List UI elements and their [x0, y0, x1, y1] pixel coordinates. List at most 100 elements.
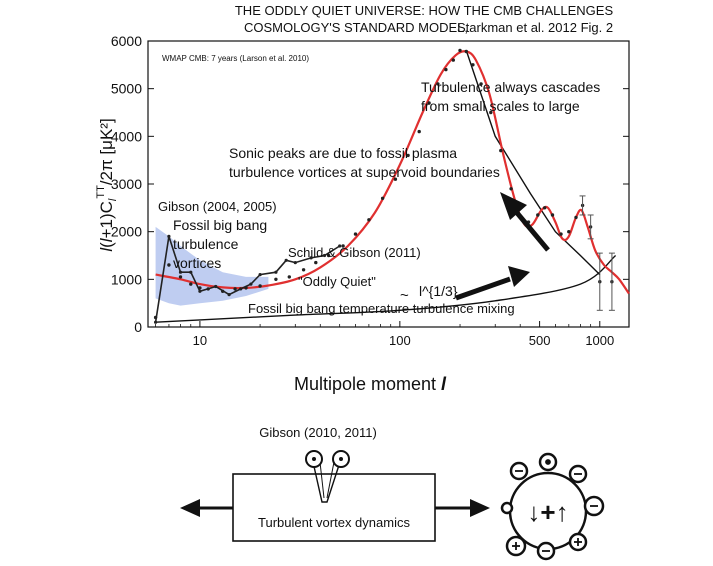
data-point	[489, 110, 493, 115]
y-tick-label: 2000	[111, 224, 142, 240]
y-tick-label: 4000	[111, 128, 142, 144]
vortex-v-shape	[312, 461, 341, 503]
cosmic-variance-band	[155, 226, 269, 306]
annotation-turbulence-2: from small scales to large	[421, 98, 580, 114]
data-point	[436, 82, 440, 86]
arrow-right-head	[470, 499, 490, 517]
annotation-sonic-1: Sonic peaks are due to fossil plasma	[229, 145, 457, 161]
annotation-fossil-3: vortices	[173, 255, 221, 271]
annotation-turbulence-1: Turbulence always cascades	[421, 79, 600, 95]
gibson-point	[154, 320, 158, 324]
small-circle-right-dot	[339, 457, 343, 461]
arrow-turbulence-head	[500, 192, 527, 220]
scaling-exponent: l^{1/3}	[419, 283, 458, 299]
model-curve	[155, 50, 630, 295]
annotation-sonic-2: turbulence vortices at supervoid boundar…	[229, 164, 500, 180]
annotation-fossil-1: Fossil big bang	[173, 217, 267, 233]
data-point	[464, 49, 468, 54]
axis-ticks: 10 100 500 1000 0 1000 2000 3000 4000 5000 6000	[111, 33, 629, 348]
gibson-point	[284, 258, 288, 262]
annotation-fossil-2: turbulence	[173, 236, 239, 252]
gibson-trace-points	[154, 234, 342, 324]
y-tick-label: 1000	[111, 271, 142, 287]
data-point	[451, 58, 455, 62]
data-point	[559, 232, 563, 236]
data-point	[458, 48, 462, 53]
big-circle-symbols: ↓+↑	[527, 497, 568, 527]
x-tick-label: 10	[193, 333, 207, 348]
mixing-line	[155, 254, 617, 323]
y-axis-label: l(l+1)ClTT/2π [μK²]	[95, 118, 119, 251]
data-point	[550, 213, 555, 217]
inset-label: WMAP CMB: 7 years (Larson et al. 2010)	[162, 54, 309, 63]
gibson-point	[258, 273, 262, 277]
data-point	[567, 230, 571, 234]
x-tick-label: 1000	[585, 333, 614, 348]
arrow-left-head	[180, 499, 200, 517]
data-point	[543, 206, 547, 210]
header-line2: COSMOLOGY'S STANDARD MODEL,	[244, 20, 468, 35]
data-point	[341, 244, 345, 248]
annotation-scaling-tilde: ~	[400, 287, 409, 304]
vortex-box	[232, 473, 436, 542]
arrow-scaling-head	[508, 266, 530, 287]
data-point	[326, 253, 331, 258]
small-circle-left-dot	[312, 457, 316, 461]
data-point	[274, 277, 278, 281]
lines-layer	[155, 50, 617, 323]
data-point	[167, 263, 171, 267]
data-point	[417, 129, 421, 134]
satellite-top-dot	[545, 459, 551, 465]
satellite-left	[500, 501, 514, 515]
lower-gibson-ref: Gibson (2010, 2011)	[259, 425, 377, 440]
gibson-point	[227, 293, 231, 297]
gibson-point	[249, 282, 253, 286]
gibson-point	[178, 270, 183, 274]
arrow-scaling-shaft	[455, 276, 511, 301]
annotation-gibson-ref: Gibson (2004, 2005)	[158, 199, 277, 214]
gibson-point	[189, 270, 193, 274]
turbulence-line	[465, 50, 601, 276]
gibson-point	[167, 234, 171, 238]
data-point	[444, 67, 448, 72]
data-point	[367, 218, 371, 222]
gibson-point	[274, 270, 278, 274]
satellite-circles	[500, 452, 605, 561]
x-tick-label: 100	[389, 333, 411, 348]
data-point	[574, 215, 578, 220]
gibson-point	[309, 256, 313, 260]
data-point	[314, 260, 318, 265]
satellite-marks	[512, 459, 598, 552]
annotation-scaling: l^{1/3}	[419, 283, 458, 299]
data-point	[406, 153, 410, 158]
gibson-point	[338, 244, 342, 248]
annotation-oddly-quiet: "Oddly Quiet"	[298, 274, 376, 289]
x-axis-label: Multipole moment l	[294, 374, 447, 394]
gibson-point	[239, 287, 243, 291]
vortex-v-inner-2	[326, 461, 335, 499]
data-point	[479, 82, 483, 86]
data-point	[380, 196, 385, 200]
vortex-v-inner	[319, 461, 325, 499]
gibson-trace	[154, 236, 341, 323]
vortex-box-label: Turbulent vortex dynamics	[258, 515, 410, 530]
x-tick-label: 500	[529, 333, 551, 348]
gibson-point	[198, 289, 202, 293]
data-point	[301, 268, 306, 272]
data-point	[189, 282, 193, 286]
arrow-turbulence-shaft	[511, 206, 550, 252]
annotation-mixing: Fossil big bang temperature turbulence m…	[248, 301, 515, 316]
data-point	[499, 148, 503, 153]
data-point	[353, 232, 358, 236]
annotation-schild: Schild & Gibson (2011)	[288, 245, 421, 260]
header-line1: THE ODDLY QUIET UNIVERSE: HOW THE CMB CH…	[235, 3, 614, 18]
gibson-point	[322, 253, 327, 258]
y-tick-label: 0	[134, 319, 142, 335]
y-tick-label: 5000	[111, 81, 142, 97]
data-point	[427, 101, 431, 105]
gibson-point	[214, 284, 218, 289]
y-tick-label: 3000	[111, 176, 142, 192]
data-point	[471, 63, 475, 67]
gibson-point	[293, 261, 297, 265]
